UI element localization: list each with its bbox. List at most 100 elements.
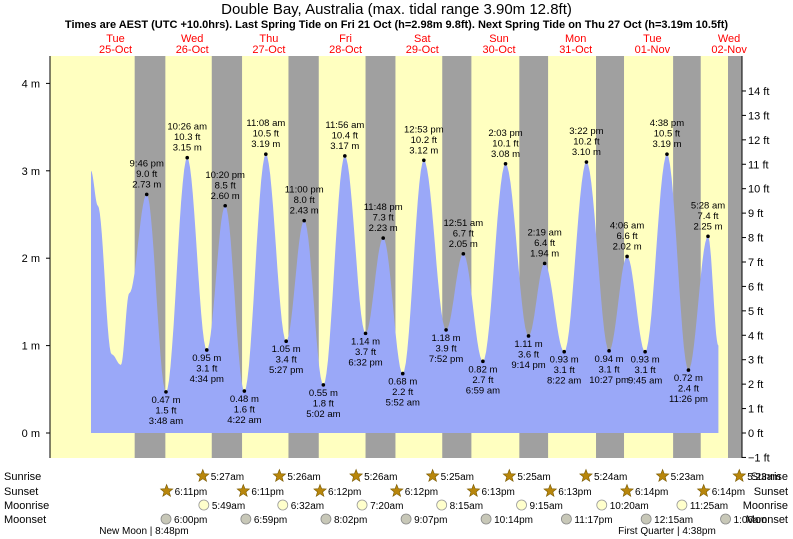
moonset-icon [480,513,492,525]
tide-point [284,339,288,344]
tide-label: 0.47 m [151,395,180,406]
tide-label: 3.19 m [652,139,681,150]
row-label: Moonset [4,514,46,526]
tide-point [381,236,385,240]
moonrise-icon [198,499,210,511]
tide-label: 3.7 ft [355,347,376,358]
row-label-right: Sunset [754,486,788,498]
y-tick-label: 4 m [22,78,40,90]
sun-star-icon [272,468,287,482]
moonrise-time: 8:15am [450,501,483,512]
tide-label: 1.6 ft [234,405,255,416]
tide-label: 10.1 ft [492,138,519,149]
tide-label: 4:06 am [610,220,644,231]
row-label: Moonrise [4,500,49,512]
tide-point [481,359,485,364]
moonset-icon [560,513,572,525]
y2-tick-label: 4 ft [748,330,763,342]
day-label: Tue [643,33,662,45]
tide-label: 3.10 m [572,147,601,158]
tide-label: 4:22 am [227,415,261,426]
moonrise-icon [516,499,527,511]
sunset-time: 6:11pm [251,487,284,498]
tide-label: 11:00 pm [285,185,324,196]
y2-tick-label: 5 ft [748,306,763,318]
sunrise-time: 5:23am [671,472,704,483]
tide-label: 6.7 ft [453,228,474,239]
sun-star-icon [620,483,634,497]
sun-star-icon [389,483,404,497]
tide-label: 4:34 pm [190,374,224,385]
y2-tick-label: 6 ft [748,281,763,293]
tide-label: 11:26 pm [669,394,708,405]
sunrise-time: 5:25am [441,472,474,483]
y2-tick-label: 0 ft [748,428,763,440]
tide-point [400,371,405,376]
sun-star-icon [425,468,440,482]
day-label: Thu [259,33,278,45]
tide-label: 9.0 ft [136,169,157,180]
sunrise-time: 5:24am [594,472,627,483]
date-label: 31-Oct [559,44,592,56]
moonrise-icon [676,499,688,511]
tide-label: 2.25 m [693,221,722,232]
tide-label: 4:38 pm [650,118,684,129]
tide-label: 10.4 ft [332,130,359,141]
tide-label: 0.72 m [674,373,703,384]
moonset-time: 10:14pm [494,515,533,526]
tide-label: 8:22 am [547,376,581,387]
tide-label: 0.55 m [309,388,338,399]
tide-point [562,349,566,354]
sunrise-time: 5:23am [747,472,780,483]
row-label: Sunrise [4,471,41,483]
moonrise-time: 11:25am [690,501,728,512]
tide-label: 3.1 ft [599,364,620,375]
tide-point [204,348,209,352]
moonset-time: 6:59pm [254,515,287,526]
tide-area [91,154,719,433]
tide-label: 7:52 pm [429,354,463,365]
moonset-time: 8:02pm [334,515,367,526]
tide-label: 12:51 am [444,218,484,229]
date-label: 25-Oct [99,44,132,56]
row-label: Sunset [4,486,38,498]
date-label: 02-Nov [711,44,747,56]
y2-tick-label: 10 ft [748,184,769,196]
y2-tick-label: 3 ft [748,355,763,367]
tide-label: 3:22 pm [569,126,603,137]
tide-point [343,154,347,158]
moonset-icon [240,513,252,525]
tide-label: 8.5 ft [215,180,236,191]
y2-tick-label: 7 ft [748,257,763,269]
sunrise-time: 5:27am [211,472,244,483]
y2-tick-label: 14 ft [748,86,769,98]
tide-label: 0.68 m [388,377,417,388]
sun-star-icon [159,483,174,497]
moonset-time: 9:07pm [414,515,447,526]
tide-label: 10:20 pm [205,170,245,181]
sun-star-icon [236,483,251,497]
tide-point [503,162,508,166]
moonrise-icon [277,499,289,511]
moonset-time: 6:00pm [174,515,207,526]
day-label: Tue [106,33,125,45]
tide-label: 10.5 ft [253,129,280,140]
tide-point [706,234,710,239]
tide-point [422,158,426,163]
tide-label: 1.5 ft [155,405,176,416]
tide-label: 10:26 am [167,122,207,133]
sun-moon-rows: Sunrise Sunrise 5:27am 5:26am 5:26am 5:25am 5:… [4,468,788,537]
y-tick-label: 2 m [22,253,40,265]
tide-label: 6.6 ft [617,231,638,242]
tide-point [526,334,531,338]
tide-point [643,349,647,354]
y-tick-label: 0 m [22,428,40,440]
tide-label: 6.4 ft [534,238,555,249]
tide-label: 2.02 m [613,241,642,252]
sun-star-icon [579,468,593,482]
tide-label: 0.95 m [192,353,221,364]
tide-label: 2.73 m [132,179,161,190]
tide-label: 11:48 pm [364,202,403,213]
y2-tick-label: 2 ft [748,379,763,391]
tide-label: 3.08 m [491,149,520,160]
